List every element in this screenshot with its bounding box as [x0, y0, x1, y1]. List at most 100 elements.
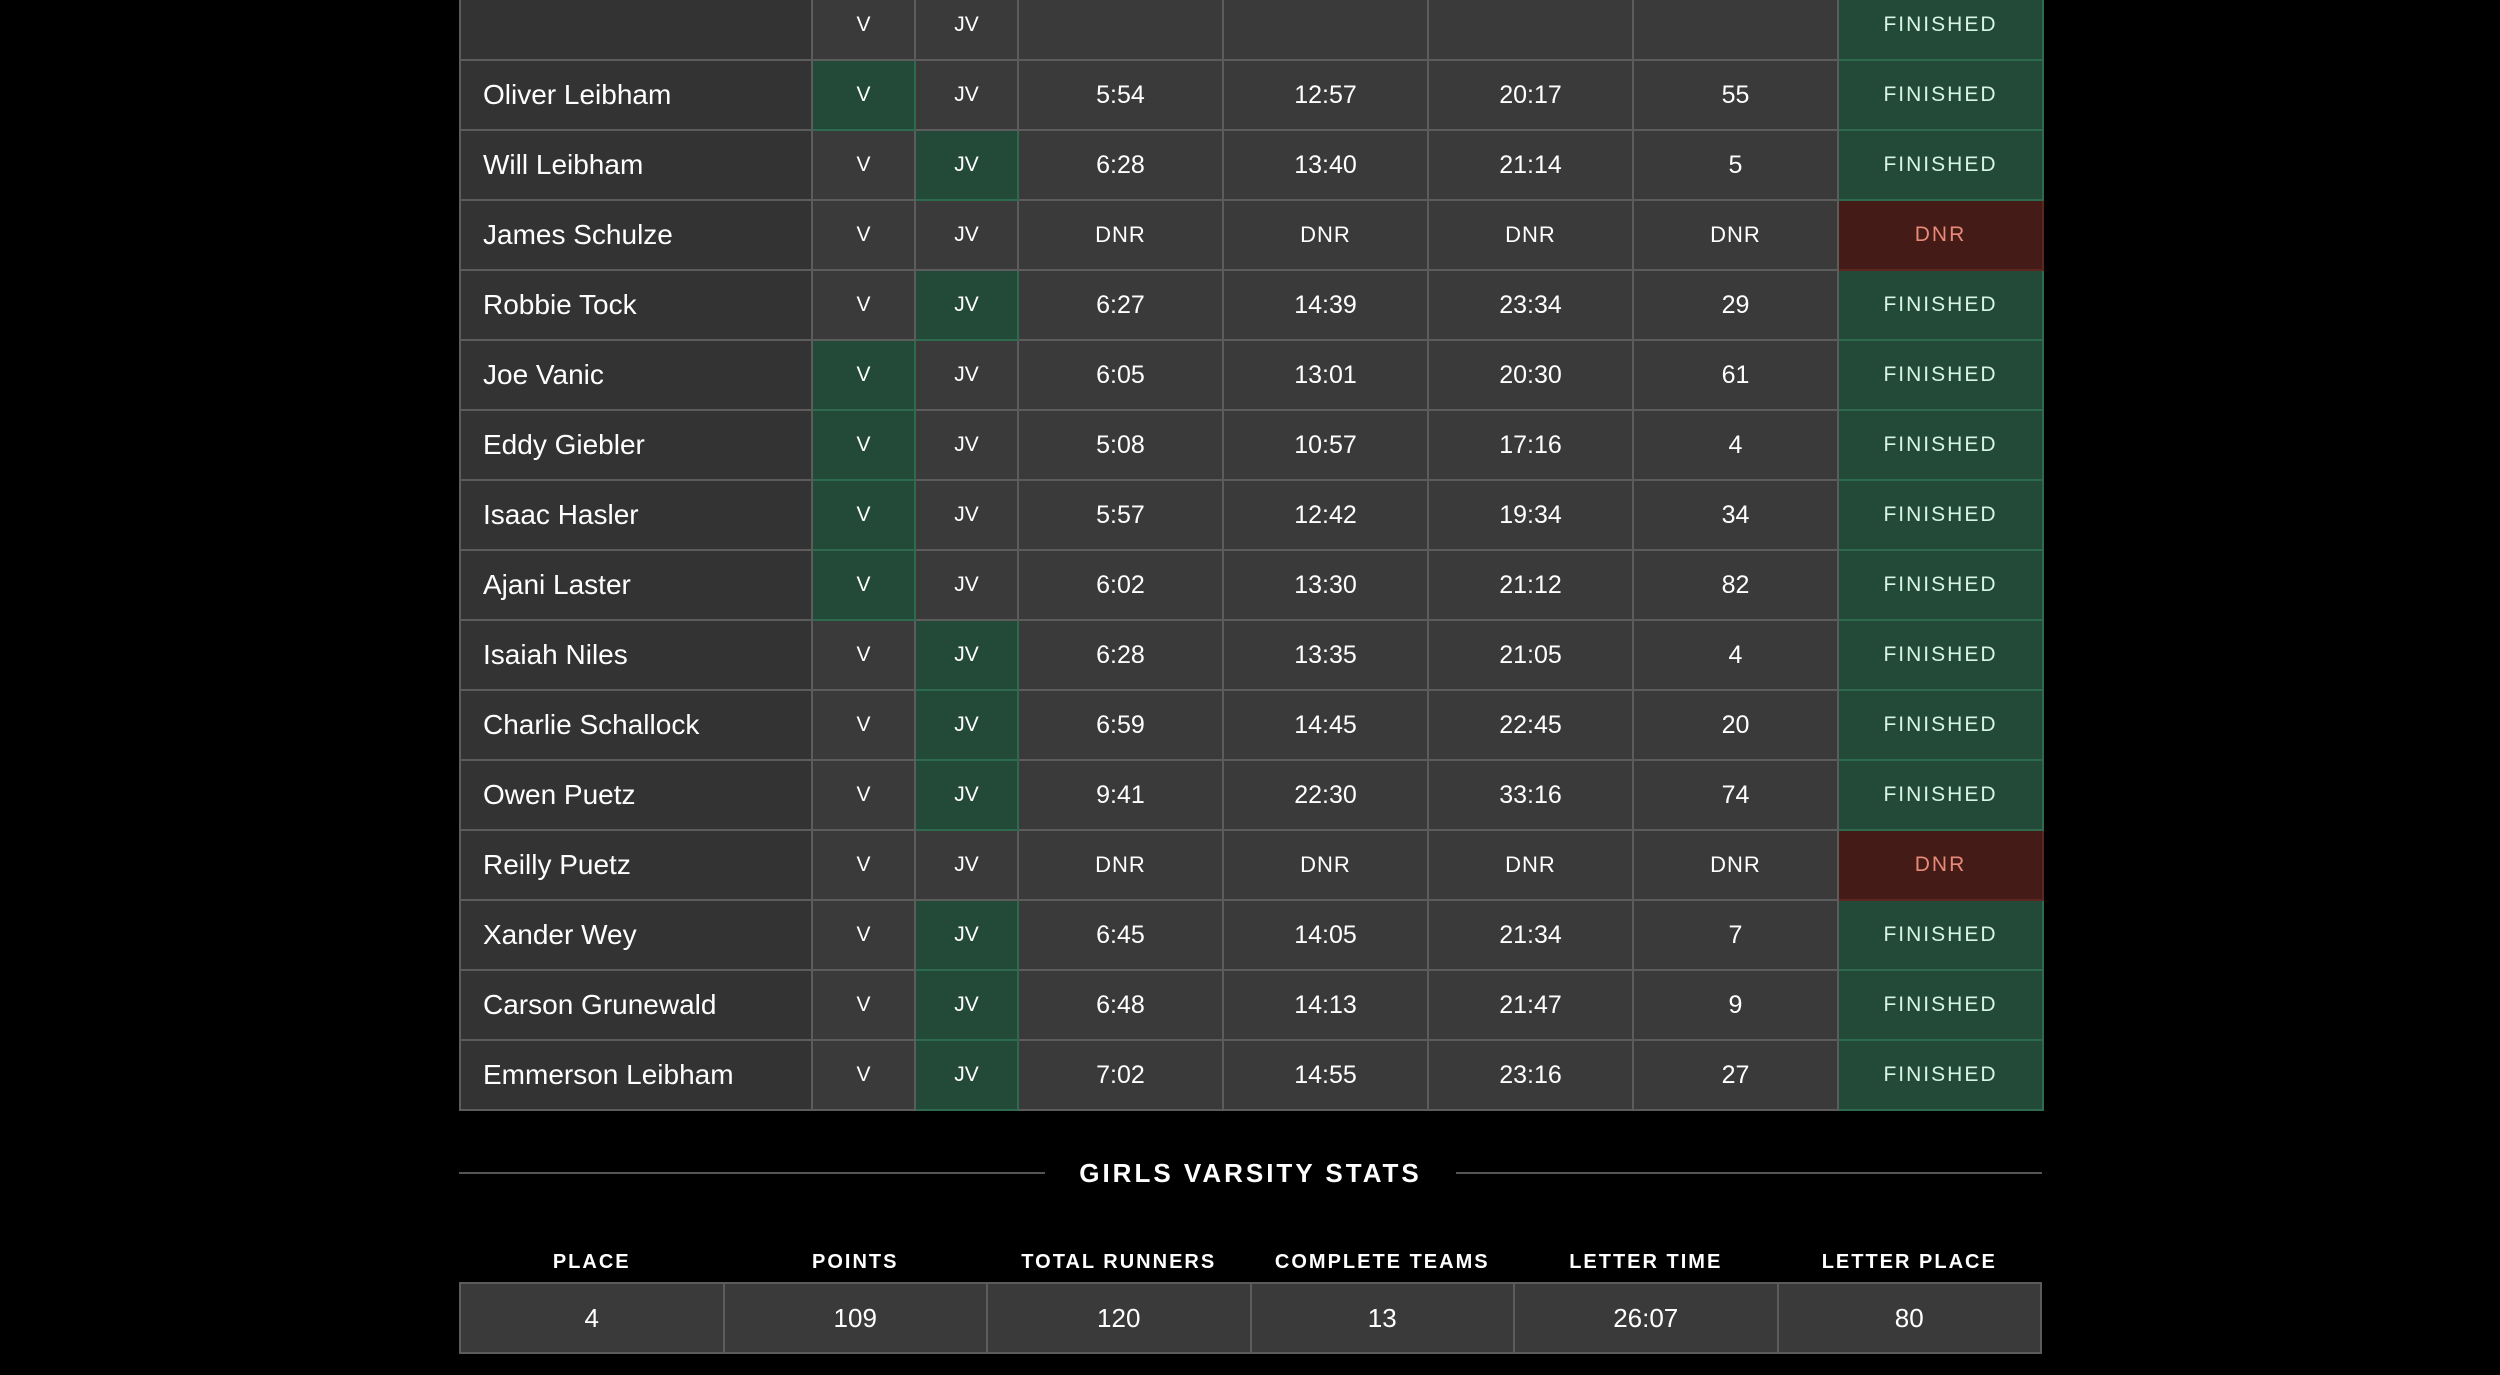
runner-row: Owen Puetz V JV 9:41 22:30 33:16 74 FINISHED — [459, 759, 2044, 831]
status-badge[interactable]: FINISHED — [1837, 619, 2044, 691]
split-1-time: 5:57 — [1017, 479, 1224, 551]
split-2-time: DNR — [1222, 199, 1429, 271]
runner-row: Isaiah Niles V JV 6:28 13:35 21:05 4 FINISHED — [459, 619, 2044, 691]
jv-level-cell[interactable]: JV — [914, 0, 1019, 61]
split-1-time: 6:28 — [1017, 129, 1224, 201]
varsity-level-cell[interactable]: V — [811, 129, 916, 201]
finish-place: DNR — [1632, 199, 1839, 271]
finish-place: 7 — [1632, 899, 1839, 971]
stat-value-total-runners: 120 — [986, 1282, 1252, 1354]
finish-place: 20 — [1632, 689, 1839, 761]
jv-level-cell[interactable]: JV — [914, 129, 1019, 201]
runner-row: Ajani Laster V JV 6:02 13:30 21:12 82 FINISHED — [459, 549, 2044, 621]
varsity-level-cell[interactable]: V — [811, 759, 916, 831]
status-badge[interactable]: FINISHED — [1837, 0, 2044, 61]
jv-level-cell[interactable]: JV — [914, 409, 1019, 481]
split-1-time: 5:54 — [1017, 59, 1224, 131]
split-1-time: 5:08 — [1017, 409, 1224, 481]
stats-value-row: 4 109 120 13 26:07 80 — [459, 1282, 2042, 1354]
split-2-time: 13:01 — [1222, 339, 1429, 411]
split-2-time: 14:13 — [1222, 969, 1429, 1041]
runner-name: Robbie Tock — [459, 269, 813, 341]
split-1-time: 6:02 — [1017, 549, 1224, 621]
varsity-level-cell[interactable]: V — [811, 479, 916, 551]
varsity-level-cell[interactable]: V — [811, 199, 916, 271]
status-badge[interactable]: FINISHED — [1837, 759, 2044, 831]
jv-level-cell[interactable]: JV — [914, 269, 1019, 341]
jv-level-cell[interactable]: JV — [914, 549, 1019, 621]
status-badge[interactable]: FINISHED — [1837, 899, 2044, 971]
varsity-level-cell[interactable]: V — [811, 0, 916, 61]
status-badge[interactable]: DNR — [1837, 199, 2044, 271]
stat-value-letter-place: 80 — [1776, 1282, 2042, 1354]
stats-section-header: GIRLS VARSITY STATS — [459, 1155, 2043, 1191]
runner-row: Reilly Puetz V JV DNR DNR DNR DNR DNR — [459, 829, 2044, 901]
varsity-level-cell[interactable]: V — [811, 969, 916, 1041]
status-badge[interactable]: FINISHED — [1837, 549, 2044, 621]
status-badge[interactable]: DNR — [1837, 829, 2044, 901]
varsity-level-cell[interactable]: V — [811, 1039, 916, 1111]
stat-header-points: POINTS — [812, 1251, 899, 1273]
jv-level-cell[interactable]: JV — [914, 689, 1019, 761]
status-badge[interactable]: FINISHED — [1837, 479, 2044, 551]
status-badge[interactable]: FINISHED — [1837, 689, 2044, 761]
split-1-time — [1017, 0, 1224, 61]
jv-level-cell[interactable]: JV — [914, 59, 1019, 131]
status-badge[interactable]: FINISHED — [1837, 339, 2044, 411]
runner-results-table: V JV FINISHED Oliver Leibham V JV 5:54 12:57 20:… — [459, 0, 2044, 1111]
varsity-level-cell[interactable]: V — [811, 409, 916, 481]
runner-name: Eddy Giebler — [459, 409, 813, 481]
runner-name: Isaiah Niles — [459, 619, 813, 691]
split-1-time: 6:45 — [1017, 899, 1224, 971]
varsity-level-cell[interactable]: V — [811, 269, 916, 341]
runner-row: Eddy Giebler V JV 5:08 10:57 17:16 4 FINISHED — [459, 409, 2044, 481]
finish-place: 5 — [1632, 129, 1839, 201]
finish-time: 17:16 — [1427, 409, 1634, 481]
jv-level-cell[interactable]: JV — [914, 199, 1019, 271]
jv-level-cell[interactable]: JV — [914, 899, 1019, 971]
split-1-time: 6:59 — [1017, 689, 1224, 761]
runner-name: Charlie Schallock — [459, 689, 813, 761]
split-2-time: 14:39 — [1222, 269, 1429, 341]
varsity-level-cell[interactable]: V — [811, 549, 916, 621]
jv-level-cell[interactable]: JV — [914, 829, 1019, 901]
status-badge[interactable]: FINISHED — [1837, 129, 2044, 201]
stat-header-place: PLACE — [552, 1251, 631, 1273]
jv-level-cell[interactable]: JV — [914, 969, 1019, 1041]
runner-row: Charlie Schallock V JV 6:59 14:45 22:45 20 FINI… — [459, 689, 2044, 761]
stat-header-total-runners: TOTAL RUNNERS — [1021, 1251, 1217, 1273]
stat-value-complete-teams: 13 — [1249, 1282, 1515, 1354]
jv-level-cell[interactable]: JV — [914, 759, 1019, 831]
runner-name: Joe Vanic — [459, 339, 813, 411]
varsity-level-cell[interactable]: V — [811, 339, 916, 411]
stats-header-row: PLACE POINTS TOTAL RUNNERS COMPLETE TEAM… — [460, 1238, 2041, 1283]
status-badge[interactable]: FINISHED — [1837, 59, 2044, 131]
runner-name: Isaac Hasler — [459, 479, 813, 551]
varsity-level-cell[interactable]: V — [811, 899, 916, 971]
split-1-time: DNR — [1017, 199, 1224, 271]
jv-level-cell[interactable]: JV — [914, 1039, 1019, 1111]
stat-header-letter-time: LETTER TIME — [1569, 1251, 1723, 1273]
status-badge[interactable]: FINISHED — [1837, 969, 2044, 1041]
jv-level-cell[interactable]: JV — [914, 339, 1019, 411]
finish-place — [1632, 0, 1839, 61]
finish-time: 23:16 — [1427, 1039, 1634, 1111]
split-2-time — [1222, 0, 1429, 61]
status-badge[interactable]: FINISHED — [1837, 409, 2044, 481]
runner-row: Oliver Leibham V JV 5:54 12:57 20:17 55 FINISHE… — [459, 59, 2044, 131]
varsity-level-cell[interactable]: V — [811, 59, 916, 131]
runner-row: Xander Wey V JV 6:45 14:05 21:34 7 FINISHED — [459, 899, 2044, 971]
status-badge[interactable]: FINISHED — [1837, 269, 2044, 341]
jv-level-cell[interactable]: JV — [914, 479, 1019, 551]
split-1-time: 6:27 — [1017, 269, 1224, 341]
status-badge[interactable]: FINISHED — [1837, 1039, 2044, 1111]
jv-level-cell[interactable]: JV — [914, 619, 1019, 691]
finish-place: 82 — [1632, 549, 1839, 621]
runner-name: Oliver Leibham — [459, 59, 813, 131]
varsity-level-cell[interactable]: V — [811, 619, 916, 691]
varsity-level-cell[interactable]: V — [811, 689, 916, 761]
split-2-time: 13:35 — [1222, 619, 1429, 691]
finish-place: 55 — [1632, 59, 1839, 131]
finish-time: 19:34 — [1427, 479, 1634, 551]
varsity-level-cell[interactable]: V — [811, 829, 916, 901]
